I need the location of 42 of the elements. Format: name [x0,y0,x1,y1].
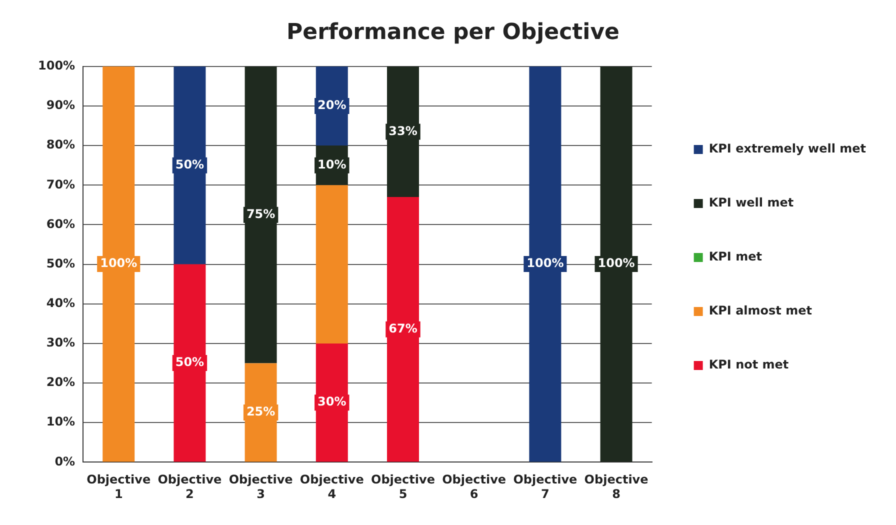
y-tick-label: 50% [46,256,76,270]
data-label: 67% [388,321,418,336]
legend-label: KPI met [708,250,762,264]
data-label: 20% [318,98,346,112]
data-label: 50% [175,355,204,370]
x-tick-label: Objective 5 [371,472,435,501]
data-label: 100% [100,256,138,270]
x-tick-label: Objective 2 [158,472,222,501]
x-tick-label: Objective 4 [300,472,364,501]
data-label: 30% [318,394,346,409]
bar [244,66,277,364]
x-tick-label: Objective 7 [513,472,578,501]
x-tick-label: Objective 1 [86,472,151,501]
y-tick-label: 20% [46,375,76,390]
chart-title: Performance per Objective [286,20,620,45]
y-tick-label: 90% [46,98,76,112]
legend-label: KPI almost met [708,304,812,318]
legend-label: KPI well met [708,196,794,210]
y-tick-label: 0% [54,454,76,468]
data-label: 100% [526,256,564,270]
legend-label: KPI extremely well met [708,142,866,156]
x-tick-label: Objective 8 [584,472,648,501]
y-tick-label: 60% [46,216,76,231]
legend-label: KPI not met [708,358,789,372]
data-label: 33% [388,124,418,138]
x-tick-label: Objective 6 [442,472,506,501]
bar [387,197,419,462]
y-tick-label: 30% [46,336,76,350]
bar [174,66,206,264]
y-tick-label: 100% [38,58,76,73]
y-tick-label: 10% [46,414,76,429]
bar [316,185,348,344]
y-tick-label: 70% [46,177,76,192]
data-label: 50% [175,157,204,172]
y-tick-label: 80% [46,138,76,152]
y-tick-label: 40% [46,296,76,310]
data-label: 100% [598,256,635,270]
x-tick-label: Objective 3 [228,472,293,501]
data-label: 75% [246,206,276,221]
data-label: 10% [318,157,346,172]
data-label: 25% [246,404,276,419]
bar [174,264,206,462]
